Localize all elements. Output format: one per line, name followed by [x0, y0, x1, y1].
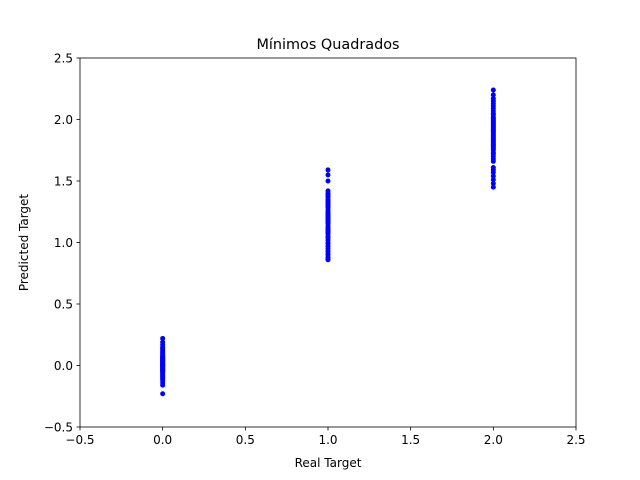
y-tick-label: 2.0: [54, 113, 73, 127]
y-axis-ticks: −0.5 0.0 0.5 1.0 1.5 2.0 2.5: [44, 51, 80, 434]
data-point: [490, 92, 496, 98]
data-point: [160, 360, 166, 366]
data-point: [160, 335, 166, 341]
x-tick-label: 2.5: [566, 433, 585, 447]
x-tick-label: 0.0: [153, 433, 172, 447]
data-point: [160, 355, 166, 361]
chart-title: Mínimos Quadrados: [257, 37, 400, 53]
y-tick-label: 1.0: [54, 236, 73, 250]
y-tick-label: 0.0: [54, 359, 73, 373]
data-point: [160, 345, 166, 351]
data-point: [160, 391, 166, 397]
data-point: [325, 188, 331, 194]
x-tick-label: 1.0: [318, 433, 337, 447]
data-point: [325, 178, 331, 184]
data-point: [490, 177, 496, 183]
data-point: [490, 96, 496, 102]
data-point: [325, 172, 331, 178]
x-axis-ticks: −0.5 0.0 0.5 1.0 1.5 2.0 2.5: [65, 427, 586, 447]
data-point: [490, 164, 496, 170]
data-point: [160, 339, 166, 345]
y-tick-label: 0.5: [54, 297, 73, 311]
y-tick-label: −0.5: [44, 420, 73, 434]
data-point: [160, 376, 166, 382]
x-tick-label: −0.5: [65, 433, 94, 447]
x-tick-label: 1.5: [401, 433, 420, 447]
y-tick-label: 1.5: [54, 174, 73, 188]
x-tick-label: 2.0: [484, 433, 503, 447]
data-point: [325, 217, 331, 223]
data-point: [325, 167, 331, 173]
data-point: [490, 180, 496, 186]
x-axis-label: Real Target: [295, 456, 362, 470]
data-point: [490, 184, 496, 190]
y-axis-label: Predicted Target: [17, 194, 31, 292]
y-tick-label: 2.5: [54, 51, 73, 65]
data-point: [160, 367, 166, 373]
data-point: [490, 173, 496, 179]
data-points: [160, 87, 496, 397]
data-point: [490, 87, 496, 93]
x-tick-label: 0.5: [236, 433, 255, 447]
